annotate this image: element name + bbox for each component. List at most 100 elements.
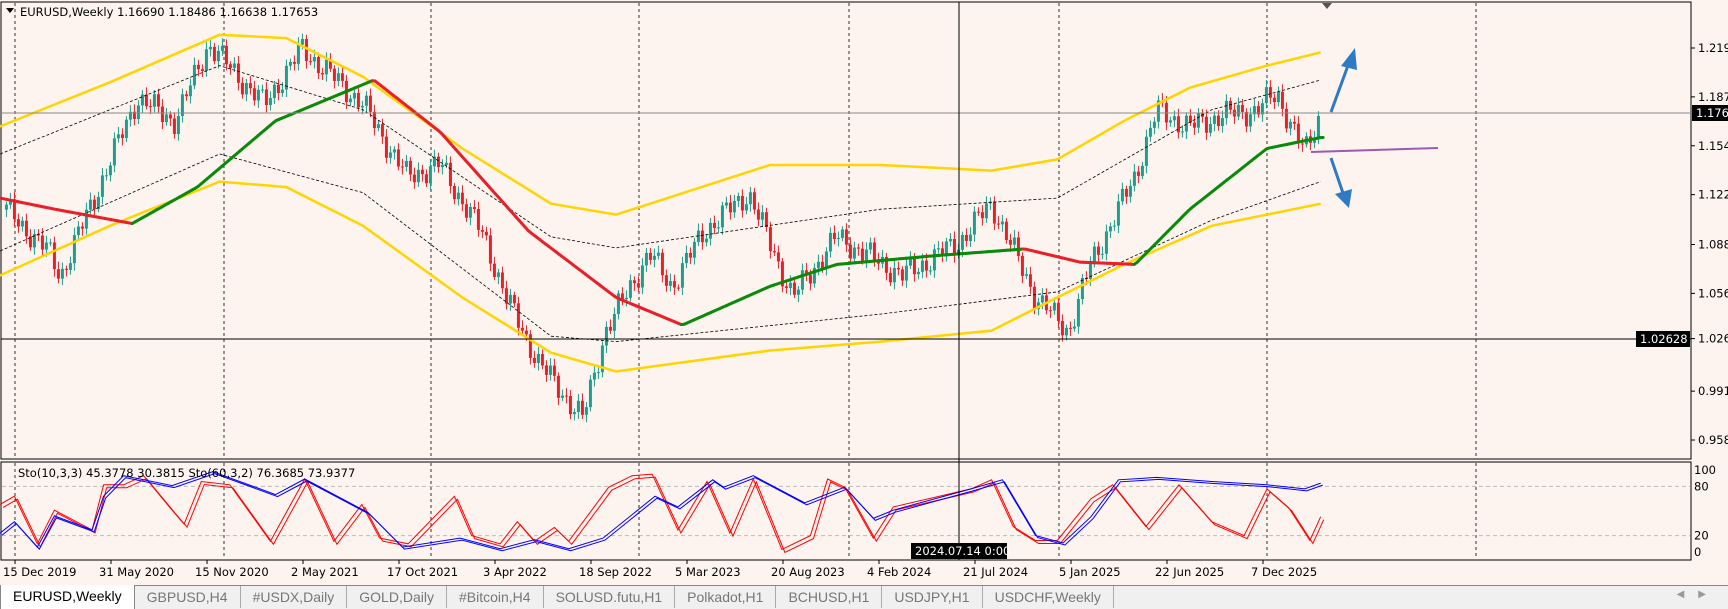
candle-body bbox=[261, 90, 264, 91]
candle-body bbox=[789, 283, 792, 288]
candle-body bbox=[517, 303, 520, 327]
candle-body bbox=[921, 261, 924, 272]
tab-gold-daily[interactable]: GOLD,Daily bbox=[347, 586, 447, 608]
candle-body bbox=[325, 60, 328, 75]
tab-bchusd-h1[interactable]: BCHUSD,H1 bbox=[776, 586, 882, 608]
candle-body bbox=[321, 73, 324, 74]
candle-body bbox=[1213, 116, 1216, 124]
tab-scroll-arrows-icon[interactable]: ◀▶ bbox=[1677, 589, 1720, 600]
candle-body bbox=[1029, 274, 1032, 286]
candle-body bbox=[485, 232, 488, 236]
candle-body bbox=[461, 193, 464, 205]
candle-body bbox=[1249, 114, 1252, 126]
candle-body bbox=[1141, 166, 1144, 176]
price-chart[interactable]: EURUSD,Weekly 1.16690 1.18486 1.16638 1.… bbox=[0, 0, 1728, 585]
time-tick-label: 17 Oct 2021 bbox=[387, 565, 458, 579]
candle-body bbox=[409, 161, 412, 175]
candle-body bbox=[1061, 321, 1064, 335]
candle-body bbox=[577, 401, 580, 412]
candle-body bbox=[913, 259, 916, 275]
candle-body bbox=[293, 62, 296, 64]
candle-body bbox=[53, 242, 56, 269]
candle-body bbox=[277, 85, 280, 93]
candle-body bbox=[625, 298, 628, 299]
arrow-down-icon[interactable] bbox=[1331, 158, 1352, 208]
indicators bbox=[0, 35, 1323, 372]
candle-body bbox=[317, 57, 320, 73]
candle-body bbox=[265, 90, 268, 106]
candle-body bbox=[613, 314, 616, 331]
candle-body bbox=[541, 354, 544, 365]
candle-body bbox=[1281, 92, 1284, 109]
candle-body bbox=[713, 223, 716, 228]
candle-body bbox=[1137, 172, 1140, 176]
candle-body bbox=[553, 366, 556, 376]
crosshair-price-label: 1.02628 bbox=[1640, 332, 1688, 346]
candle-body bbox=[49, 242, 52, 243]
candle-body bbox=[985, 203, 988, 218]
candle-body bbox=[229, 64, 232, 68]
candle-body bbox=[401, 166, 404, 167]
candle-body bbox=[417, 170, 420, 182]
candle-body bbox=[493, 264, 496, 277]
tab-usdjpy-h1[interactable]: USDJPY,H1 bbox=[882, 586, 982, 608]
candle-body bbox=[273, 85, 276, 98]
candle-body bbox=[149, 106, 152, 107]
time-tick-label: 3 Apr 2022 bbox=[483, 565, 547, 579]
candle-body bbox=[669, 281, 672, 286]
candle-body bbox=[741, 196, 744, 211]
candle-body bbox=[845, 229, 848, 244]
candle-body bbox=[949, 239, 952, 241]
arrow-up-icon[interactable] bbox=[1331, 48, 1357, 112]
candle-body bbox=[1317, 116, 1320, 138]
candle-body bbox=[661, 253, 664, 276]
candle-body bbox=[425, 174, 428, 183]
candle-body bbox=[61, 269, 64, 279]
candle-body bbox=[21, 221, 24, 227]
candle-body bbox=[65, 269, 68, 270]
candle-body bbox=[521, 328, 524, 331]
tab-usdchf-weekly[interactable]: USDCHF,Weekly bbox=[983, 586, 1114, 608]
candle-body bbox=[777, 252, 780, 261]
candle-body bbox=[201, 69, 204, 71]
candle-body bbox=[205, 49, 208, 71]
candle-body bbox=[997, 224, 1000, 225]
tab-bitcoin-h4[interactable]: #Bitcoin,H4 bbox=[447, 586, 544, 608]
tab-gbpusd-h4[interactable]: GBPUSD,H4 bbox=[135, 586, 241, 608]
candle-body bbox=[993, 202, 996, 224]
stochastic-lines bbox=[0, 472, 1324, 553]
candle-body bbox=[917, 272, 920, 274]
tab-usdx-daily[interactable]: #USDX,Daily bbox=[241, 586, 348, 608]
time-tick-label: 4 Feb 2024 bbox=[867, 565, 931, 579]
candle-body bbox=[809, 275, 812, 284]
candle-body bbox=[1273, 98, 1276, 102]
candle-body bbox=[1025, 274, 1028, 276]
current-price-label: 1.17653 bbox=[1696, 106, 1728, 120]
candle-body bbox=[749, 192, 752, 204]
candle-body bbox=[561, 396, 564, 398]
price-tick-label: 1.21950 bbox=[1698, 41, 1728, 55]
time-tick-label: 5 Jan 2025 bbox=[1059, 565, 1121, 579]
candle-body bbox=[361, 106, 364, 108]
candle-body bbox=[249, 83, 252, 88]
tab-eurusd-weekly[interactable]: EURUSD,Weekly bbox=[0, 585, 135, 609]
tab-polkadot-h1[interactable]: Polkadot,H1 bbox=[675, 586, 776, 608]
time-tick-label: 2 May 2021 bbox=[291, 565, 359, 579]
candle-body bbox=[1113, 226, 1116, 227]
candle-body bbox=[1005, 222, 1008, 240]
candle-body bbox=[905, 266, 908, 281]
stoch-fast-main-line bbox=[0, 474, 1321, 549]
candle-body bbox=[549, 366, 552, 375]
shift-marker-icon[interactable] bbox=[1322, 3, 1332, 9]
candle-body bbox=[937, 248, 940, 249]
tab-solusd-h1[interactable]: SOLUSD.futu,H1 bbox=[544, 586, 676, 608]
dropdown-triangle-icon[interactable] bbox=[6, 8, 14, 13]
candle-body bbox=[853, 247, 856, 258]
inner-lower-band-line bbox=[0, 154, 1321, 342]
time-tick-label: 15 Nov 2020 bbox=[195, 565, 269, 579]
candle-body bbox=[1053, 303, 1056, 311]
candle-body bbox=[473, 207, 476, 209]
candle-body bbox=[429, 166, 432, 183]
horizontal-level-line[interactable] bbox=[1311, 148, 1438, 152]
